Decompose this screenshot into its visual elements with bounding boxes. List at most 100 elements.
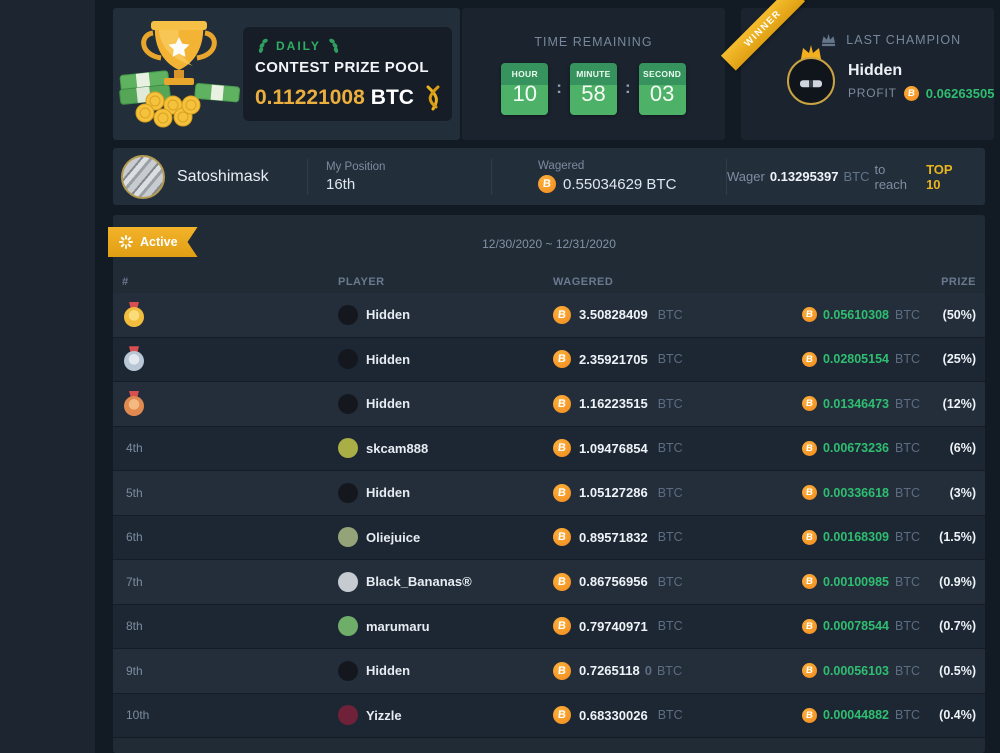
bitcoin-icon	[801, 351, 817, 367]
bitcoin-icon	[903, 85, 919, 101]
profit-value: 0.06263505	[925, 85, 995, 101]
last-champion-title: LAST CHAMPION	[846, 33, 962, 47]
rank-medal-icon	[123, 346, 145, 372]
btc-suffix: BTC	[657, 307, 683, 322]
btc-suffix: BTC	[657, 619, 683, 634]
rank-label: 6th	[126, 530, 143, 545]
bitcoin-icon	[801, 663, 817, 679]
column-header-rank: #	[122, 276, 129, 288]
bitcoin-icon	[553, 305, 571, 324]
cta-amount: 0.13295397	[769, 169, 839, 184]
table-row: 5th Hidden 1.05127286 BTC 0.00336618 BTC…	[113, 471, 985, 516]
prize-value: 0.02805154	[822, 352, 889, 367]
rank-label: 10th	[126, 708, 150, 723]
player-name: marumaru	[366, 618, 430, 634]
bitcoin-icon	[553, 661, 571, 680]
minute-value: 58	[581, 81, 606, 106]
player-avatar	[338, 660, 358, 681]
my-wagered-label: Wagered	[538, 160, 585, 172]
table-row: 10th Yizzle 0.68330026 BTC 0.00044882 BT…	[113, 693, 985, 738]
main-content: DAILY CONTEST PRIZE POOL 0.11221008 BTC	[95, 0, 1000, 753]
laurel-left-icon	[258, 38, 268, 53]
player-name: Hidden	[366, 307, 411, 323]
rank-label: 9th	[126, 663, 143, 678]
rank-label: 7th	[126, 574, 143, 589]
wagered-value: 0.79740971	[579, 618, 648, 634]
leaderboard-rows: Hidden 3.50828409 BTC 0.05610308 BTC (50…	[113, 293, 985, 738]
prize-percent: (0.9%)	[939, 574, 976, 589]
countdown-minute-card: MINUTE 58	[569, 63, 617, 115]
wagered-value: 1.05127286	[579, 485, 648, 501]
btc-suffix: BTC	[895, 307, 920, 322]
prize-percent: (12%)	[942, 396, 976, 411]
wagered-value: 0.86756956	[579, 574, 648, 590]
my-username: Satoshimask	[177, 167, 269, 185]
player-name: skcam888	[366, 440, 429, 456]
btc-suffix: BTC	[657, 574, 683, 589]
bitcoin-icon	[801, 485, 817, 501]
table-row: 8th marumaru 0.79740971 BTC 0.00078544 B…	[113, 604, 985, 649]
my-position-label: My Position	[326, 160, 386, 173]
player-avatar	[338, 349, 358, 370]
table-row: Hidden 3.50828409 BTC 0.05610308 BTC (50…	[113, 293, 985, 338]
ribbon-icon	[426, 85, 440, 111]
bitcoin-icon	[801, 396, 817, 412]
crown-icon	[822, 33, 836, 47]
hour-label: HOUR	[511, 69, 538, 79]
btc-suffix: BTC	[895, 485, 920, 500]
prize-percent: (0.5%)	[939, 663, 976, 678]
prize-percent: (1.5%)	[939, 530, 976, 545]
prize-value: 0.05610308	[822, 307, 889, 322]
bitcoin-icon	[801, 707, 817, 723]
player-name: Hidden	[366, 485, 411, 501]
trophy-illustration	[119, 21, 241, 128]
btc-suffix: BTC	[895, 708, 920, 723]
bitcoin-icon	[553, 350, 571, 369]
rank-label: 4th	[126, 441, 143, 456]
btc-suffix: BTC	[657, 485, 683, 500]
prize-pool-text-block: DAILY CONTEST PRIZE POOL 0.11221008 BTC	[243, 27, 452, 121]
bitcoin-icon	[553, 483, 571, 502]
prize-percent: (6%)	[949, 441, 976, 456]
last-champion-card: WINNER LAST CHAMPION Hidden PROFIT	[720, 0, 995, 140]
btc-suffix: BTC	[895, 619, 920, 634]
countdown-separator: :	[556, 78, 562, 97]
btc-suffix: BTC	[895, 396, 920, 411]
btc-suffix: BTC	[657, 530, 683, 545]
active-status-badge[interactable]: Active	[108, 227, 198, 257]
column-header-player: PLAYER	[338, 276, 385, 288]
btc-suffix: BTC	[657, 708, 683, 723]
bitcoin-icon	[538, 175, 556, 193]
my-wagered-value: 0.55034629 BTC	[563, 175, 677, 193]
prize-value: 0.00168309	[822, 530, 889, 545]
contest-frequency-badge: DAILY	[276, 38, 321, 53]
wagered-value: 0.89571832	[579, 529, 648, 545]
player-avatar	[338, 527, 358, 548]
top-banner: DAILY CONTEST PRIZE POOL 0.11221008 BTC	[113, 0, 995, 140]
laurel-right-icon	[329, 38, 339, 53]
player-avatar	[338, 571, 358, 592]
bitcoin-icon	[801, 529, 817, 545]
prize-value: 0.00673236	[822, 441, 889, 456]
player-name: Yizzle	[366, 707, 402, 723]
table-row: 6th Oliejuice 0.89571832 BTC 0.00168309 …	[113, 515, 985, 560]
table-header: # PLAYER WAGERED PRIZE	[113, 271, 985, 293]
prize-value: 0.00336618	[822, 485, 889, 500]
wager-to-reach-hint: Wager 0.13295397 BTC to reach TOP 10	[726, 158, 985, 195]
prize-pool-currency: BTC	[370, 86, 414, 109]
btc-suffix: BTC	[895, 663, 920, 678]
champion-name: Hidden	[847, 61, 903, 79]
my-stats-bar: Satoshimask My Position 16th Wagered 0.5…	[113, 148, 985, 205]
player-name: Black_Bananas®	[366, 574, 472, 590]
bitcoin-icon	[553, 706, 571, 725]
player-name: Hidden	[366, 396, 411, 412]
time-remaining-title: TIME REMAINING	[534, 35, 653, 49]
player-avatar	[338, 616, 358, 637]
btc-suffix: BTC	[895, 574, 920, 589]
second-value: 03	[649, 81, 675, 106]
prize-value: 0.00100985	[822, 574, 889, 589]
cta-target: TOP 10	[926, 161, 953, 192]
wagered-value: 1.09476854	[579, 440, 648, 456]
prize-value: 0.00044882	[822, 708, 889, 723]
prize-pool-title: CONTEST PRIZE POOL	[255, 59, 429, 76]
